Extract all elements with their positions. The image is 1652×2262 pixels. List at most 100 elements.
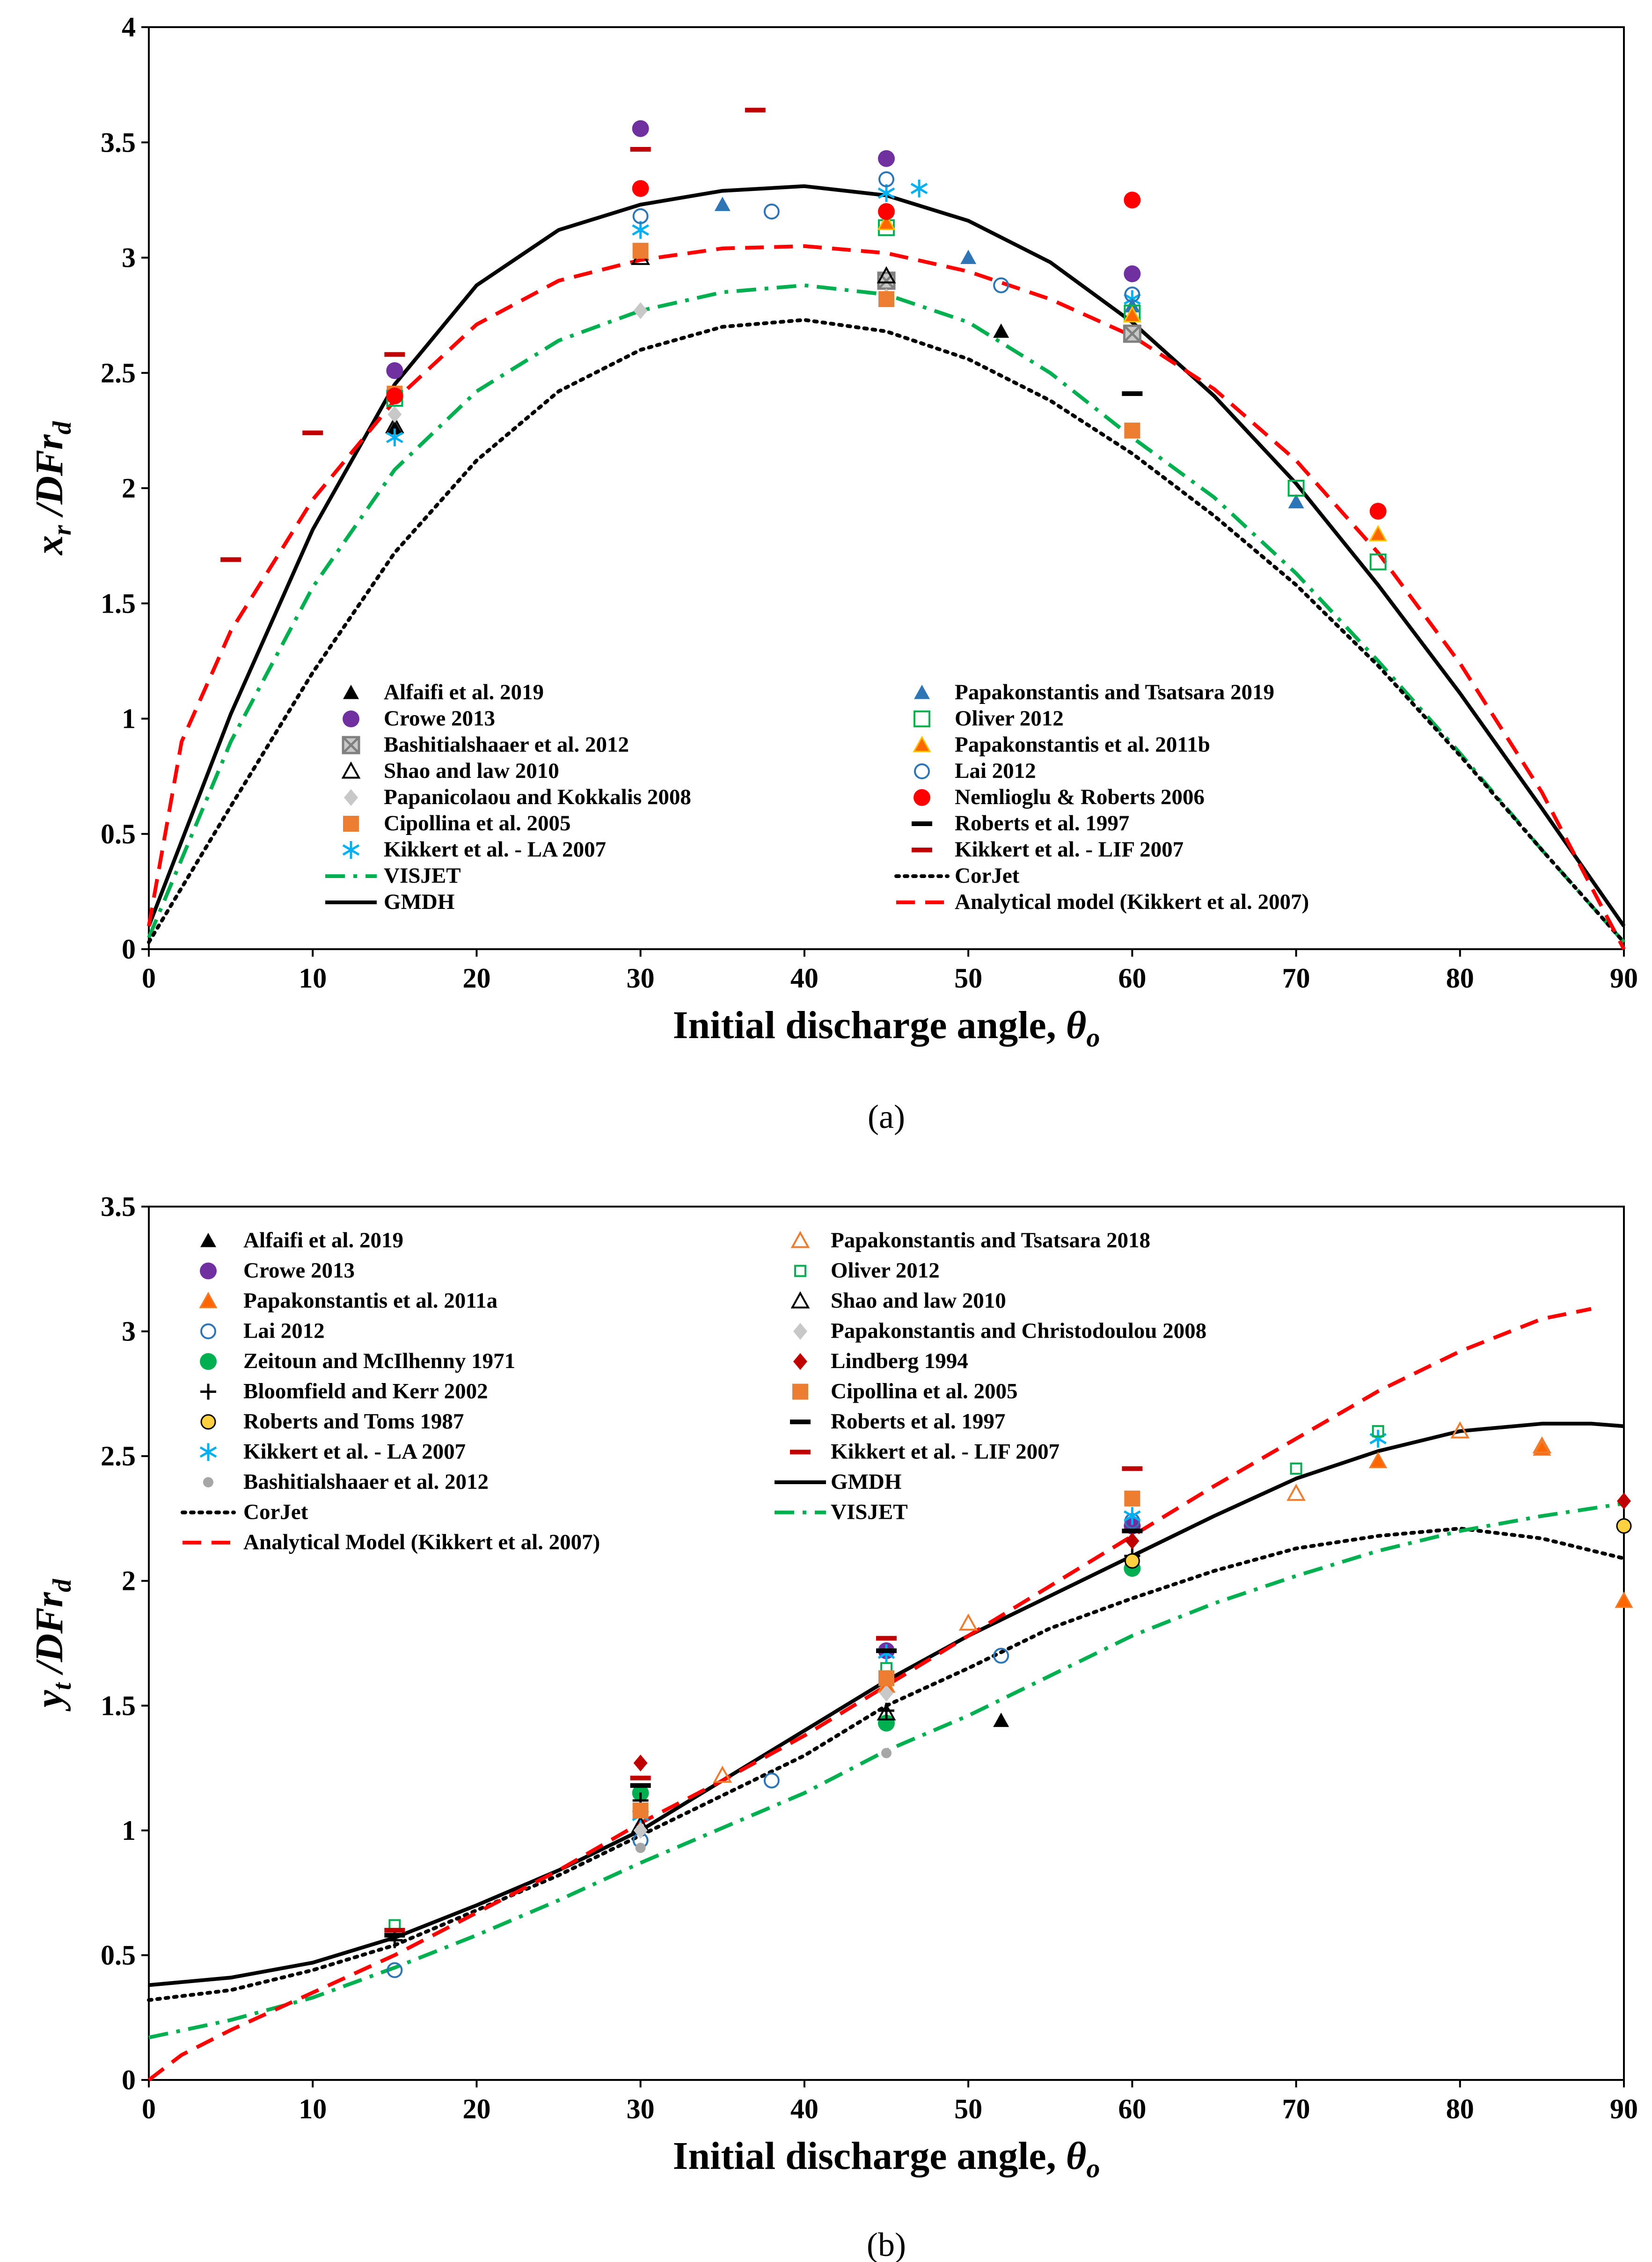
y-tick-label-b: 0 [122, 2064, 136, 2095]
data-point-papakonstantis-and-tsatsara-2018 [1532, 1436, 1552, 1454]
legend-swatch-papakonstantis-and-christodoulou-2008 [793, 1323, 807, 1340]
y-axis-label-a: xr /DFrd [28, 421, 77, 556]
data-point-lindberg-1994 [1125, 1532, 1140, 1550]
data-point-shao-and-law-2010 [877, 1703, 896, 1720]
legend-label-bloomfield-and-kerr-2002: Bloomfield and Kerr 2002 [243, 1379, 488, 1404]
data-point-cipollina-et-al-2005 [878, 1670, 894, 1686]
y-axis-label-b: yt /DFrd [28, 1579, 77, 1712]
legend-swatch-lai-2012 [914, 763, 930, 779]
x-tick-label-b: 40 [790, 2094, 819, 2124]
legend-label-analytical-model-kikkert-et-al-2007: Analytical Model (Kikkert et al. 2007) [243, 1530, 600, 1554]
data-point-crowe-2013 [386, 362, 403, 379]
x-tick-label-b: 80 [1446, 2094, 1474, 2124]
x-tick-label-b: 30 [627, 2094, 655, 2124]
x-tick-label-a: 40 [790, 963, 819, 994]
legend-label-lai-2012: Lai 2012 [955, 759, 1036, 783]
y-tick-label-b: 3 [122, 1316, 136, 1347]
data-point-kikkert-et-al-la-2007 [910, 179, 928, 198]
data-point-cipollina-et-al-2005 [1124, 422, 1140, 439]
y-tick-label-a: 0.5 [101, 819, 136, 849]
legend-label-cipollina-et-al-2005: Cipollina et al. 2005 [831, 1379, 1018, 1404]
data-point-lai-2012 [632, 208, 649, 224]
legend-swatch-alfaifi-et-al-2019 [343, 685, 359, 699]
data-point-crowe-2013 [632, 120, 649, 137]
series-line-corjet [147, 1526, 1626, 2002]
x-tick-label-a: 70 [1282, 963, 1310, 994]
legend-label-kikkert-et-al-lif-2007: Kikkert et al. - LIF 2007 [831, 1440, 1060, 1464]
data-point-cipollina-et-al-2005 [632, 242, 649, 259]
legend-swatch-roberts-and-toms-1987 [200, 1414, 216, 1430]
data-point-shao-and-law-2010 [877, 266, 896, 284]
legend-label-papanicolaou-and-kokkalis-2008: Papanicolaou and Kokkalis 2008 [384, 785, 691, 809]
data-point-roberts-and-toms-1987 [1616, 1518, 1632, 1534]
x-tick-label-b: 90 [1610, 2094, 1638, 2124]
data-point-papanicolaou-and-kokkalis-2008 [387, 406, 402, 423]
data-point-oliver-2012 [1372, 1425, 1384, 1437]
series-line-corjet [147, 318, 1626, 944]
x-tick-label-a: 80 [1446, 963, 1474, 994]
data-point-cipollina-et-al-2005 [1124, 1490, 1140, 1507]
legend-swatch-papakonstantis-et-al-2011b [913, 735, 931, 753]
legend-label-lindberg-1994: Lindberg 1994 [831, 1349, 968, 1373]
y-tick-label-b: 3.5 [101, 1191, 136, 1222]
data-point-papakonstantis-and-tsatsara-2019 [1288, 494, 1304, 509]
y-tick-label-a: 3 [122, 242, 136, 273]
x-tick-label-b: 60 [1118, 2094, 1146, 2124]
legend-swatch-shao-and-law-2010 [790, 1291, 810, 1309]
x-tick-label-a: 50 [954, 963, 982, 994]
x-tick-label-b: 20 [462, 2094, 490, 2124]
data-point-kikkert-et-al-la-2007 [1124, 1507, 1141, 1525]
y-tick-label-b: 2 [122, 1566, 136, 1596]
legend-label-gmdh: GMDH [384, 890, 454, 914]
y-tick-label-b: 1 [122, 1815, 136, 1846]
data-point-lai-2012 [1124, 286, 1140, 303]
x-tick-label-b: 50 [954, 2094, 982, 2124]
data-point-papakonstantis-et-al-2011a [1369, 1451, 1388, 1468]
data-point-cipollina-et-al-2005 [632, 1802, 649, 1819]
legend-swatch-cipollina-et-al-2005 [792, 1384, 808, 1400]
data-point-kikkert-et-al-lif-2007 [302, 430, 323, 435]
legend-swatch-oliver-2012 [914, 710, 930, 727]
legend-label-crowe-2013: Crowe 2013 [384, 706, 495, 731]
series-line-visjet [147, 283, 1625, 944]
legend-label-lai-2012: Lai 2012 [243, 1319, 325, 1343]
y-tick-label-b: 0.5 [101, 1940, 136, 1970]
data-point-lai-2012 [993, 1647, 1009, 1664]
data-point-roberts-et-al-1997 [384, 1933, 405, 1938]
panel-b-chart: 0 10 20 30 40 50 60 70 80 90 0 0.5 1 1.5 2 2.5 3 3.5 Initi… [28, 1191, 1638, 2262]
y-tick-label-a: 2.5 [101, 358, 136, 388]
y-tick-label-a: 2 [122, 473, 136, 504]
legend-swatch-kikkert-et-al-lif-2007 [790, 1449, 811, 1455]
legend-label-alfaifi-et-al-2019: Alfaifi et al. 2019 [384, 680, 544, 704]
data-point-bashitialshaaer-et-al-2012 [877, 271, 896, 290]
legend-swatch-zeitoun-and-mcilhenny-1971 [200, 1353, 217, 1370]
legend-label-roberts-and-toms-1987: Roberts and Toms 1987 [243, 1409, 464, 1434]
data-point-papakonstantis-et-al-2011b [1369, 525, 1388, 542]
legend-label-visjet: VISJET [831, 1500, 908, 1524]
x-tick-label-a: 90 [1610, 963, 1638, 994]
legend-label-kikkert-et-al-la-2007: Kikkert et al. - LA 2007 [384, 837, 606, 862]
data-point-roberts-and-toms-1987 [1124, 1553, 1140, 1569]
x-tick-label-a: 60 [1118, 963, 1146, 994]
data-point-kikkert-et-al-lif-2007 [745, 108, 766, 113]
legend-label-cipollina-et-al-2005: Cipollina et al. 2005 [384, 811, 571, 835]
data-point-bashitialshaaer-et-al-2012 [1123, 324, 1141, 343]
legend-label-alfaifi-et-al-2019: Alfaifi et al. 2019 [243, 1228, 403, 1252]
legend-swatch-roberts-et-al-1997 [912, 821, 932, 826]
legend-label-corjet: CorJet [243, 1500, 308, 1524]
plot-frame-b [148, 1206, 1625, 2081]
legend-label-gmdh: GMDH [831, 1470, 901, 1494]
data-point-kikkert-et-al-lif-2007 [220, 557, 241, 562]
data-point-oliver-2012 [1369, 553, 1387, 571]
legend-swatch-roberts-et-al-1997 [790, 1420, 811, 1424]
data-point-alfaifi-et-al-2019 [993, 1713, 1009, 1727]
x-tick-label-b: 0 [142, 2094, 156, 2124]
data-point-papakonstantis-and-christodoulou-2008 [879, 1684, 893, 1702]
x-axis-label-b: Initial discharge angle, θo [673, 2134, 1100, 2183]
data-point-bashitialshaaer-et-al-2012 [881, 1748, 892, 1758]
data-point-papakonstantis-and-tsatsara-2018 [1287, 1483, 1306, 1501]
legend-swatch-shao-and-law-2010 [341, 761, 361, 779]
legend-swatch-papakonstantis-et-al-2011a [199, 1291, 218, 1309]
legend-swatch-cipollina-et-al-2005 [343, 816, 359, 832]
legend-label-roberts-et-al-1997: Roberts et al. 1997 [831, 1409, 1005, 1434]
